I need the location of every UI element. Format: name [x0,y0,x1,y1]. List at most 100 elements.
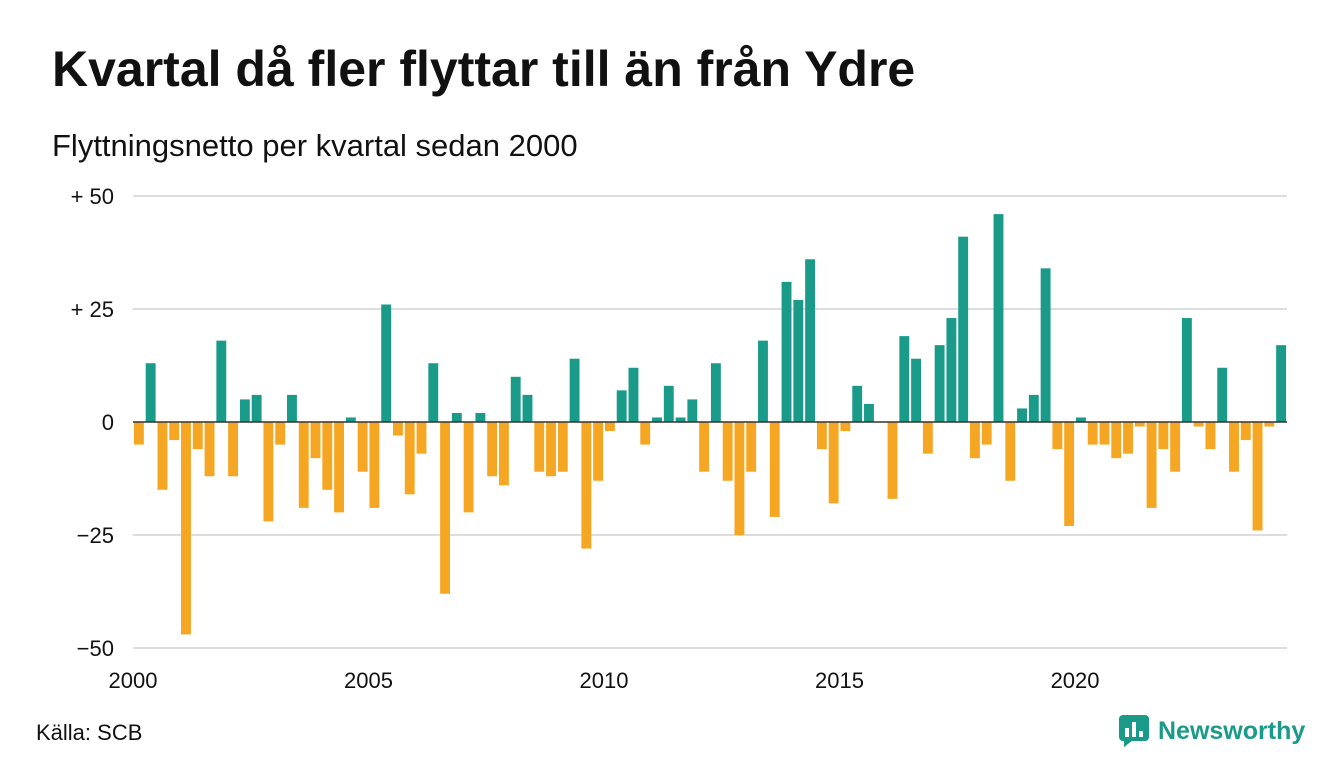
bar [475,412,486,422]
bar [557,422,568,472]
bar [852,385,863,422]
bar [922,422,933,454]
chart-title: Kvartal då fler flyttar till än från Ydr… [52,41,916,97]
bar [334,422,345,513]
bar [416,422,427,454]
bar [946,318,957,422]
bar [487,422,498,477]
bar [275,422,286,445]
bar [510,376,521,422]
bars [133,214,1287,635]
bar [628,367,639,422]
bar [1181,318,1192,422]
x-tick-label: 2020 [1051,668,1100,693]
x-tick-label: 2015 [815,668,864,693]
bar [322,422,333,490]
bar [1240,422,1251,441]
bar [993,214,1004,422]
bar [710,363,721,422]
bar [1146,422,1157,508]
bar [1075,417,1086,422]
bar [769,422,780,517]
x-axis-ticks: 2000 2005 2010 2015 2020 [109,668,1100,693]
bar [828,422,839,504]
bar [287,394,297,422]
bar [793,299,804,422]
bar [746,422,757,472]
bar [1028,394,1039,422]
bar [157,422,168,490]
bar [781,281,792,422]
y-tick-label: 0 [102,410,114,435]
bar [958,236,969,422]
brand-name: Newsworthy [1158,716,1306,745]
bar [534,422,545,472]
bar [899,336,910,422]
bar [675,417,686,422]
bar [216,340,227,422]
bar [522,394,533,422]
bar [1134,422,1145,427]
bar [428,363,439,422]
y-axis-ticks: + 50 + 25 0 −25 −50 [71,184,114,661]
y-tick-label: −50 [77,636,114,661]
bar [169,422,180,441]
bar [911,358,922,422]
bar [1158,422,1169,450]
x-tick-label: 2005 [344,668,393,693]
bar [581,422,592,549]
bar [546,422,556,477]
bar [1229,422,1239,472]
bar [569,358,580,422]
y-tick-label: + 50 [71,184,114,209]
bar [840,422,851,432]
bar [1193,422,1204,427]
bar [1170,422,1181,472]
bar [228,422,239,477]
newsworthy-logo-icon [1119,715,1149,747]
source-note: Källa: SCB [36,720,143,745]
bar [1005,422,1016,481]
y-tick-label: −25 [77,523,114,548]
bar [440,422,450,594]
bar [734,422,745,535]
bar [1040,268,1051,422]
bar [1099,422,1110,445]
bar [381,304,392,422]
bar [1111,422,1122,459]
bar [192,422,203,450]
bar [133,422,144,445]
y-tick-label: + 25 [71,297,114,322]
bar [640,422,651,445]
bar [981,422,992,445]
bar [887,422,898,499]
bar [1276,345,1287,422]
bar [970,422,980,459]
bar [652,417,662,422]
bar [181,422,191,635]
bar [1252,422,1263,531]
bar [616,390,627,422]
bar [593,422,604,481]
bar [498,422,509,486]
bar [1087,422,1098,445]
bar [1217,367,1228,422]
bar [1064,422,1075,526]
bar [251,394,262,422]
bar [263,422,274,522]
bar [604,422,615,432]
bar [463,422,474,513]
bar [404,422,415,495]
bar [345,417,356,422]
bar [1017,408,1027,422]
bar [687,399,698,422]
bar [1123,422,1133,454]
bar [805,259,816,422]
bar [239,399,250,422]
bar [758,340,768,422]
chart-subtitle: Flyttningsnetto per kvartal sedan 2000 [52,128,578,163]
bar [145,363,156,422]
bar [722,422,733,481]
bar [310,422,321,459]
